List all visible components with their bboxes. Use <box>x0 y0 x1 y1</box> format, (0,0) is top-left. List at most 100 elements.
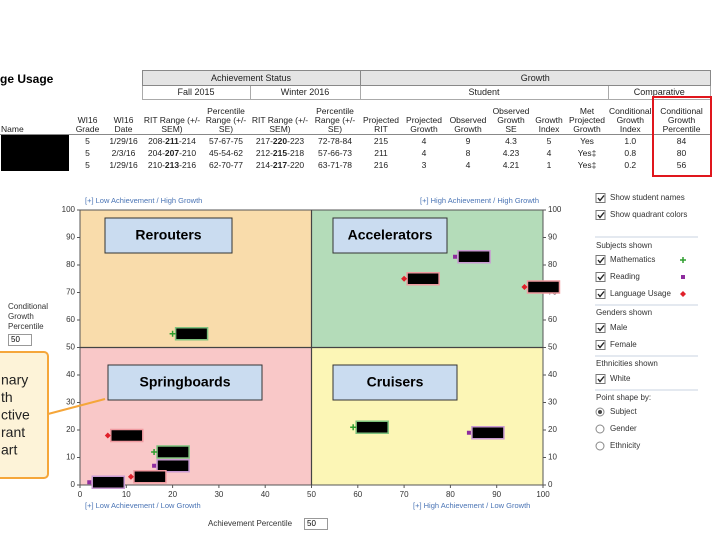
x-tick-label: 30 <box>214 490 223 499</box>
report-table: Achievement Status Growth Fall 2015 Winter … <box>0 70 712 171</box>
cell: 1 <box>546 159 552 170</box>
option-label: Gender <box>610 424 637 433</box>
y2-tick-label: 90 <box>548 233 557 242</box>
checkbox[interactable] <box>595 272 606 282</box>
cell: 5 <box>85 159 90 170</box>
quadrant-link[interactable]: [+] Low Achievement / High Growth <box>85 196 202 205</box>
x-threshold-input[interactable]: 50 <box>304 518 328 530</box>
checkbox[interactable] <box>595 289 606 299</box>
option-label: Mathematics <box>610 255 655 264</box>
cell: 204-207-210 <box>147 147 197 158</box>
cell: 4.23 <box>502 147 520 158</box>
checkbox[interactable] <box>595 210 606 220</box>
quadrant-link[interactable]: [+] High Achievement / High Growth <box>420 196 539 205</box>
redacted-name <box>1 135 69 147</box>
column-header: RIT Range (+/- SEM) <box>142 99 202 135</box>
cell: 57-66-73 <box>317 147 353 158</box>
redacted-name <box>156 445 190 459</box>
cell: 62-70-77 <box>208 159 244 170</box>
checkmark <box>597 325 605 332</box>
name-cell <box>0 135 70 147</box>
quadrant-label-box <box>104 217 233 254</box>
quadrant-link[interactable]: [+] High Achievement / Low Growth <box>413 501 530 510</box>
checkbox[interactable] <box>595 374 606 384</box>
group-header-row: Achievement Status Growth <box>0 70 712 86</box>
cell: 1/29/16 <box>109 159 138 170</box>
y-tick-label: 40 <box>66 370 75 379</box>
section-title: Subjects shown <box>596 241 652 250</box>
cell: 9 <box>465 135 471 146</box>
cell: 5 <box>546 135 552 146</box>
redacted-name <box>1 159 69 171</box>
x-tick-label: 10 <box>122 490 131 499</box>
data-row: 5 1/29/16 210-213-216 62-70-77 214-217-220 63… <box>0 159 711 171</box>
option-label: Male <box>610 323 628 332</box>
y2-tick-label: 0 <box>548 480 553 489</box>
quadrant-label-box <box>332 364 458 401</box>
checkmark <box>597 257 605 264</box>
cell: 217-220-223 <box>255 135 305 146</box>
highlight-box <box>652 96 712 177</box>
checkbox[interactable] <box>595 323 606 333</box>
y-threshold-input[interactable]: 50 <box>8 334 32 346</box>
cell: Yes‡ <box>577 159 597 170</box>
option-label: Language Usage <box>610 289 671 298</box>
cell: 216 <box>373 159 389 170</box>
cell: 0.2 <box>624 159 637 170</box>
cell: 0.8 <box>624 147 637 158</box>
cell: 63-71-78 <box>317 159 353 170</box>
option-label: Reading <box>610 272 640 281</box>
checkbox[interactable] <box>595 340 606 350</box>
point <box>521 284 528 290</box>
column-header: WI16 Grade <box>70 99 105 135</box>
y2-tick-label: 50 <box>548 343 557 352</box>
radio[interactable] <box>595 441 605 451</box>
y-tick-label: 10 <box>66 453 75 462</box>
redacted-name <box>91 475 126 489</box>
cell: 72-78-84 <box>317 135 353 146</box>
column-header: Name <box>0 99 70 135</box>
point <box>151 449 158 455</box>
checkbox[interactable] <box>595 255 606 265</box>
point <box>87 480 92 485</box>
cell: 5 <box>85 147 90 158</box>
spacer <box>0 71 142 86</box>
redacted-name <box>457 250 491 264</box>
quadrant-label: Accelerators <box>348 227 433 243</box>
redacted-name <box>156 459 190 473</box>
quadrant-label-box <box>107 364 263 401</box>
legend-symbol <box>681 275 685 279</box>
option-label: Show student names <box>610 193 685 202</box>
y2-tick-label: 30 <box>548 398 557 407</box>
redacted-name <box>355 420 389 434</box>
cell: Yes‡ <box>577 147 597 158</box>
callout-text: rant <box>1 424 25 440</box>
subgroup-header: Winter 2016 <box>249 85 361 100</box>
column-header: Projected RIT <box>360 99 402 135</box>
column-header: WI16 Date <box>105 99 142 135</box>
y-tick-label: 80 <box>66 260 75 269</box>
radio[interactable] <box>595 424 605 434</box>
redacted-name <box>406 272 440 286</box>
redacted-name <box>174 327 209 341</box>
y-tick-label: 30 <box>66 398 75 407</box>
x-tick-label: 40 <box>261 490 270 499</box>
group-header: Growth <box>359 70 712 86</box>
redacted-name <box>1 147 69 159</box>
data-row: 5 2/3/16 204-207-210 45-54-62 212-215-218 57-… <box>0 147 711 159</box>
checkmark <box>597 291 605 298</box>
cell: 80 <box>676 147 687 158</box>
section-title: Point shape by: <box>596 393 651 402</box>
checkbox[interactable] <box>595 193 606 203</box>
cell: 215 <box>373 135 389 146</box>
quadrant-link[interactable]: [+] Low Achievement / Low Growth <box>85 501 201 510</box>
quadrant-label: Cruisers <box>367 374 424 390</box>
y-tick-label: 60 <box>66 315 75 324</box>
cell: 84 <box>676 135 687 146</box>
section-title: Genders shown <box>596 308 652 317</box>
option-label: White <box>610 374 631 383</box>
table-title: ge Usage <box>0 72 54 86</box>
quadrant-label-box <box>332 217 448 254</box>
